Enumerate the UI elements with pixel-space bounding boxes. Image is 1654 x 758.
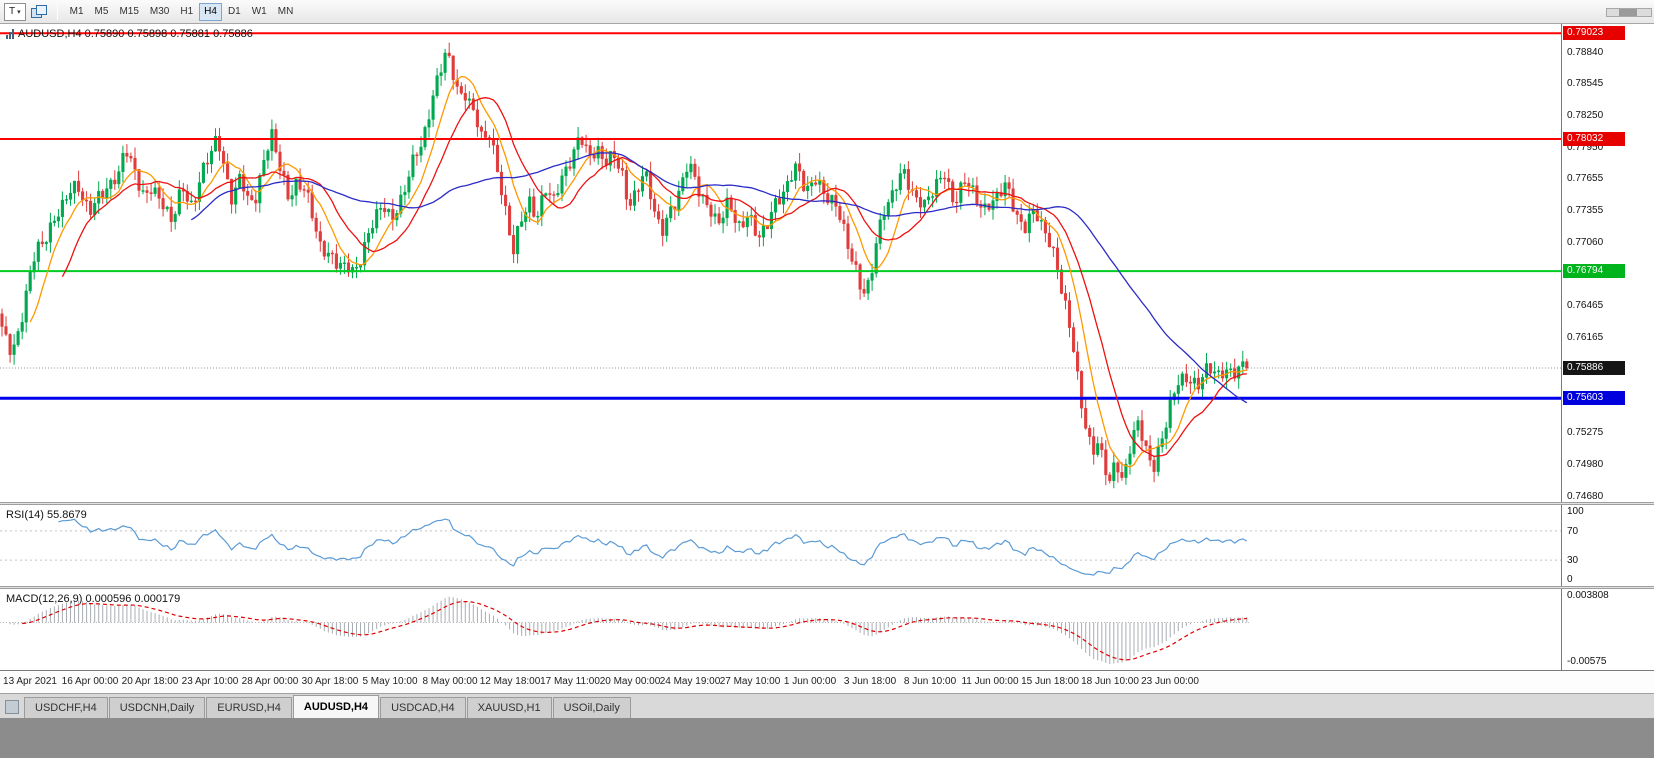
chart-tab-usdcnh[interactable]: USDCNH,Daily <box>108 697 206 718</box>
chart-title: AUDUSD,H4 0.75890 0.75898 0.75881 0.7588… <box>6 28 253 40</box>
time-axis-label: 23 Jun 00:00 <box>1141 676 1199 687</box>
time-axis-label: 28 Apr 00:00 <box>241 676 299 687</box>
time-axis-label: 5 May 10:00 <box>362 676 418 687</box>
rsi-axis[interactable]: 100 70 30 0 <box>1561 505 1654 586</box>
macd-chart[interactable] <box>0 589 1561 670</box>
time-axis-label: 13 Apr 2021 <box>3 676 57 687</box>
panel-splitter[interactable] <box>0 586 1654 589</box>
price-axis-label: 0.74680 <box>1567 491 1604 502</box>
time-axis-label: 20 May 00:00 <box>599 676 661 687</box>
scrollbar-thumb[interactable] <box>1619 9 1637 16</box>
time-axis-label: 3 Jun 18:00 <box>843 676 897 687</box>
level-price-marker: 0.75603 <box>1563 391 1625 405</box>
rsi-axis-label: 100 <box>1567 506 1584 517</box>
timeframe-button-m30[interactable]: M30 <box>149 6 170 17</box>
chevron-down-icon: ▾ <box>17 8 21 16</box>
macd-axis-label: 0.003808 <box>1567 590 1609 601</box>
timeframe-button-h4[interactable]: H4 <box>199 2 222 21</box>
price-axis-label: 0.78840 <box>1567 47 1604 58</box>
price-axis-label: 0.76165 <box>1567 332 1604 343</box>
level-price-marker: 0.78032 <box>1563 132 1625 146</box>
rsi-label: RSI(14) 55.8679 <box>6 509 87 521</box>
time-axis[interactable]: 13 Apr 2021 16 Apr 00:00 20 Apr 18:00 23 Ap… <box>0 670 1654 693</box>
macd-axis-label: -0.00575 <box>1567 656 1607 667</box>
candlestick-chart[interactable] <box>0 24 1561 502</box>
chart-tab-eurusd[interactable]: EURUSD,H4 <box>206 697 292 718</box>
macd-label-text: MACD(12,26,9) 0.000596 0.000179 <box>6 593 181 605</box>
timeframe-button-m5[interactable]: M5 <box>94 6 109 17</box>
price-axis-label: 0.78545 <box>1567 78 1604 89</box>
time-axis-label: 18 Jun 10:00 <box>1081 676 1139 687</box>
timeframe-button-mn[interactable]: MN <box>277 6 294 17</box>
timeframe-button-m15[interactable]: M15 <box>119 6 139 17</box>
timeframe-toolbar: M1 M5 M15 M30 H1 H4 D1 W1 MN <box>65 2 299 21</box>
price-axis-label: 0.76465 <box>1567 300 1604 311</box>
macd-label: MACD(12,26,9) 0.000596 0.000179 <box>6 593 180 605</box>
rsi-axis-label: 70 <box>1567 526 1579 537</box>
time-axis-label: 30 Apr 18:00 <box>301 676 359 687</box>
timeframe-button-h1[interactable]: H1 <box>180 6 194 17</box>
window-filler <box>0 718 1654 758</box>
templates-button-label: T <box>9 6 16 17</box>
price-axis[interactable]: 0.78840 0.78545 0.78250 0.77950 0.77655 0.773… <box>1561 24 1654 502</box>
time-axis-label: 12 May 18:00 <box>479 676 541 687</box>
time-axis-label: 1 Jun 00:00 <box>783 676 837 687</box>
macd-axis[interactable]: 0.003808 -0.00575 <box>1561 589 1654 670</box>
current-price-marker: 0.75886 <box>1563 361 1625 375</box>
chart-title-text: AUDUSD,H4 0.75890 0.75898 0.75881 0.7588… <box>18 28 253 40</box>
time-axis-label: 17 May 11:00 <box>540 676 600 687</box>
time-axis-label: 24 May 19:00 <box>659 676 721 687</box>
chart-tab-audusd[interactable]: AUDUSD,H4 <box>292 695 380 718</box>
time-axis-label: 15 Jun 18:00 <box>1021 676 1079 687</box>
panel-splitter[interactable] <box>0 502 1654 505</box>
timeframe-button-d1[interactable]: D1 <box>227 6 241 17</box>
toolbar-divider <box>56 3 58 20</box>
chart-list-icon[interactable] <box>5 700 19 714</box>
price-axis-label: 0.77950 <box>1567 142 1604 153</box>
price-axis-label: 0.78250 <box>1567 110 1604 121</box>
top-toolbar: T ▾ M1 M5 M15 M30 H1 H4 D1 W1 MN <box>0 0 1654 24</box>
templates-button[interactable]: T ▾ <box>4 2 26 21</box>
chart-icon <box>6 29 14 39</box>
time-axis-label: 23 Apr 10:00 <box>181 676 239 687</box>
time-axis-label: 27 May 10:00 <box>719 676 781 687</box>
macd-panel: MACD(12,26,9) 0.000596 0.000179 0.003808… <box>0 589 1654 670</box>
rsi-chart[interactable] <box>0 505 1561 586</box>
toolbar-scrollbar[interactable] <box>1606 8 1652 17</box>
arrange-windows-icon[interactable] <box>30 4 47 19</box>
timeframe-button-w1[interactable]: W1 <box>251 6 267 17</box>
rsi-panel: RSI(14) 55.8679 100 70 30 0 <box>0 505 1654 586</box>
chart-tab-usoil[interactable]: USOil,Daily <box>552 697 631 718</box>
chart-tabs: USDCHF,H4 USDCNH,Daily EURUSD,H4 AUDUSD,H4 U… <box>0 693 1654 718</box>
time-axis-label: 20 Apr 18:00 <box>121 676 179 687</box>
chart-tab-usdcad[interactable]: USDCAD,H4 <box>380 697 466 718</box>
time-axis-label: 8 Jun 10:00 <box>903 676 957 687</box>
level-price-marker: 0.79023 <box>1563 26 1625 40</box>
rsi-label-text: RSI(14) 55.8679 <box>6 509 87 521</box>
price-axis-label: 0.77655 <box>1567 173 1604 184</box>
price-axis-label: 0.74980 <box>1567 459 1604 470</box>
price-chart-panel: AUDUSD,H4 0.75890 0.75898 0.75881 0.7588… <box>0 24 1654 502</box>
level-price-marker: 0.76794 <box>1563 264 1625 278</box>
timeframe-button-m1[interactable]: M1 <box>69 6 84 17</box>
chart-tab-usdchf[interactable]: USDCHF,H4 <box>24 697 108 718</box>
price-axis-label: 0.77060 <box>1567 237 1604 248</box>
rsi-axis-label: 0 <box>1567 574 1573 585</box>
time-axis-label: 8 May 00:00 <box>422 676 478 687</box>
price-axis-label: 0.77355 <box>1567 205 1604 216</box>
chart-tab-xauusd[interactable]: XAUUSD,H1 <box>466 697 552 718</box>
rsi-axis-label: 30 <box>1567 555 1579 566</box>
time-axis-label: 11 Jun 00:00 <box>961 676 1019 687</box>
price-axis-label: 0.75275 <box>1567 427 1604 438</box>
time-axis-label: 16 Apr 00:00 <box>61 676 119 687</box>
